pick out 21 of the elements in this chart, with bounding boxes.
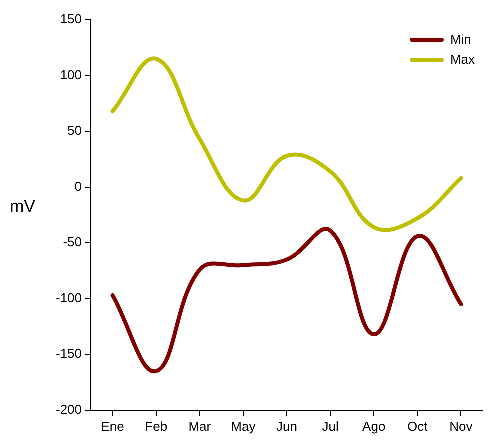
y-tick-label: -50	[63, 234, 82, 250]
y-tick-label: 50	[68, 123, 82, 138]
x-tick-label: Ene	[101, 418, 124, 434]
x-tick-label: Oct	[408, 418, 428, 434]
x-tick-label: Ago	[362, 418, 386, 434]
x-tick-label: Jul	[322, 418, 339, 434]
y-tick-label: -200	[56, 402, 82, 417]
x-tick-label: May	[231, 418, 256, 434]
x-tick-label: Feb	[145, 418, 168, 434]
y-axis-title: mV	[10, 197, 36, 216]
y-tick-label: 150	[60, 12, 82, 27]
line-series	[110, 228, 464, 374]
y-tick-label: 0	[74, 178, 82, 194]
y-tick-label: -150	[56, 346, 82, 362]
x-tick-label: Jun	[276, 418, 298, 434]
x-tick-label: Nov	[450, 418, 474, 434]
x-tick-label: Mar	[188, 418, 212, 434]
legend-label: Max	[450, 51, 475, 69]
y-tick-label: -100	[56, 290, 82, 306]
y-tick-label: 100	[60, 67, 82, 82]
legend-label: Min	[450, 31, 472, 49]
